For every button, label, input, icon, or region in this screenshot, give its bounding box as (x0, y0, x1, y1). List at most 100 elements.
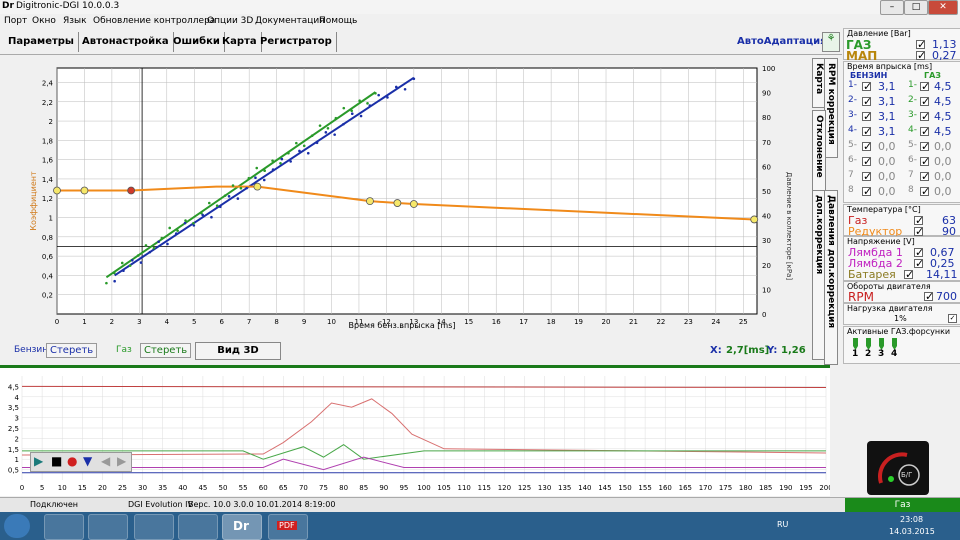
gas-injector-checkbox[interactable]: ✓ (920, 155, 931, 168)
rec-x-tick-label: 170 (699, 484, 712, 492)
curve-marker[interactable] (80, 186, 89, 195)
recorder-chart[interactable]: 0 5 10 15 20 25 30 35 40 45 50 55 60 65 70 75 80 85 90 95 10… (0, 365, 830, 496)
y2-tick-label: 80 (762, 114, 771, 122)
gas-injector-checkbox[interactable]: ✓ (920, 95, 931, 108)
rpm-label: RPM (848, 290, 874, 304)
battery-checkbox[interactable]: ✓ (904, 268, 915, 281)
next-icon[interactable]: ▶ (117, 454, 127, 468)
errors-button[interactable]: Ошибки (169, 32, 225, 52)
lambda2-checkbox[interactable]: ✓ (914, 257, 925, 270)
maximize-button[interactable]: □ (904, 0, 928, 15)
folder-taskbar-icon[interactable] (178, 514, 218, 540)
injector-row: 2- ✓ 3,1 2- ✓ 4,5 (844, 95, 958, 108)
rec-x-tick-label: 110 (458, 484, 471, 492)
injector-icon-number: 1 (852, 349, 859, 359)
benzin-injector-checkbox[interactable]: ✓ (862, 80, 873, 93)
scatter-point (218, 205, 222, 209)
menu-help[interactable]: Помощь (319, 16, 358, 26)
y-tick-label: 1,6 (42, 157, 54, 165)
temperature-group: Температура [°C] Газ ✓ 63 Редуктор ✓ 90 (843, 204, 960, 238)
start-button[interactable] (4, 514, 30, 538)
language-indicator[interactable]: RU (777, 520, 789, 529)
menu-language[interactable]: Язык (63, 16, 87, 26)
benzin-injector-checkbox[interactable]: ✓ (862, 185, 873, 198)
chrome-taskbar-icon[interactable] (88, 514, 128, 540)
menu-docs[interactable]: Документация (255, 16, 325, 26)
gas-injector-checkbox[interactable]: ✓ (920, 125, 931, 138)
pdf-taskbar-icon[interactable]: PDF (268, 514, 308, 540)
digitronic-taskbar-icon[interactable]: Dr (222, 514, 262, 540)
benzin-injector-checkbox[interactable]: ✓ (862, 110, 873, 123)
rec-x-tick-label: 105 (437, 484, 450, 492)
scatter-point (148, 250, 152, 254)
scatter-point (374, 91, 377, 95)
lambda2-label: Лямбда 2 (848, 257, 903, 270)
benzin-injector-checkbox[interactable]: ✓ (862, 170, 873, 183)
curve-marker[interactable] (393, 199, 402, 207)
stop-icon[interactable]: ■ (51, 454, 63, 468)
play-icon[interactable]: ▶ (34, 454, 44, 468)
auto-adapt-button[interactable]: АвтоАдаптация (737, 36, 827, 47)
benzin-injector-checkbox[interactable]: ✓ (862, 155, 873, 168)
gas-injector-checkbox[interactable]: ✓ (920, 80, 931, 93)
curve-marker[interactable] (127, 186, 136, 195)
fuel-switch-gauge[interactable]: Б/Г (867, 441, 929, 495)
curve-marker[interactable] (253, 182, 262, 191)
curve-marker[interactable] (409, 200, 418, 208)
x-tick-label: 24 (711, 318, 720, 326)
tab-pressure-correction[interactable]: Давления доп.коррекция (824, 190, 838, 365)
benzin-injector-checkbox[interactable]: ✓ (862, 95, 873, 108)
gas-injector-checkbox[interactable]: ✓ (920, 140, 931, 153)
series-line-1 (105, 91, 376, 279)
menu-options-3d[interactable]: Опции 3D (207, 16, 254, 26)
scatter-point (201, 213, 204, 217)
scatter-point (247, 176, 251, 180)
temp-gas-checkbox[interactable]: ✓ (914, 214, 925, 227)
rec-x-tick-label: 120 (498, 484, 511, 492)
record-icon[interactable]: ● (67, 454, 78, 468)
gas-injector-checkbox[interactable]: ✓ (920, 110, 931, 123)
pin-icon[interactable]: ⚘ (822, 32, 840, 52)
clear-benzin-button[interactable]: Стереть (46, 343, 98, 358)
map-button[interactable]: Карта (218, 32, 262, 52)
injection-title: Время впрыска [ms] (847, 62, 933, 71)
recorder-button[interactable]: Регистратор (256, 32, 337, 52)
rpm-checkbox[interactable]: ✓ (924, 290, 935, 303)
menu-window[interactable]: Окно (32, 16, 56, 26)
minimize-button[interactable]: – (880, 0, 904, 15)
rec-x-tick-label: 75 (319, 484, 328, 492)
menu-update[interactable]: Обновление контроллера (93, 16, 216, 26)
rec-x-tick-label: 30 (138, 484, 147, 492)
tab-deviation[interactable]: Отклонение (812, 110, 826, 195)
benzin-header: БЕНЗИН (850, 71, 888, 80)
gas-injector-checkbox[interactable]: ✓ (920, 185, 931, 198)
benzin-injector-checkbox[interactable]: ✓ (862, 125, 873, 138)
curve-marker[interactable] (750, 215, 759, 224)
benzin-injector-checkbox[interactable]: ✓ (862, 140, 873, 153)
save-taskbar-icon[interactable] (134, 514, 174, 540)
scatter-point (366, 102, 369, 105)
injection-group: Время впрыска [ms] БЕНЗИН ГАЗ 1- ✓ 3,1 1- ✓ 4… (843, 61, 960, 203)
curve-marker[interactable] (366, 197, 374, 206)
load-checkbox[interactable]: ✓ (948, 314, 957, 323)
close-button[interactable]: ✕ (928, 0, 958, 15)
gas-pressure-checkbox[interactable]: ✓ (916, 38, 927, 51)
benzin-injector-value: 0,0 (878, 170, 896, 183)
gas-injector-checkbox[interactable]: ✓ (920, 170, 931, 183)
injection-map-chart[interactable]: 0 1 2 3 4 5 6 7 8 9 10 11 12 13 14 15 16 17 18 19 20 21 22 23 24… (2, 56, 808, 332)
prev-icon[interactable]: ◀ (101, 454, 111, 468)
map-checkbox[interactable]: ✓ (916, 49, 927, 62)
menu-port[interactable]: Порт (4, 16, 28, 26)
y2-tick-label: 70 (762, 139, 771, 147)
curve-marker[interactable] (53, 186, 61, 195)
clear-gas-button[interactable]: Стереть (140, 343, 192, 358)
tab-rpm-correction[interactable]: RPM коррекция (824, 58, 838, 158)
x-tick-label: 13 (409, 318, 418, 326)
autotune-button[interactable]: Автонастройка (78, 32, 174, 52)
firefox-taskbar-icon[interactable] (44, 514, 84, 540)
view-3d-button[interactable]: Вид 3D (195, 342, 281, 360)
temp-reducer-checkbox[interactable]: ✓ (914, 225, 925, 238)
params-button[interactable]: Параметры (4, 32, 79, 52)
marker-icon[interactable]: ▼ (83, 454, 93, 468)
lambda1-checkbox[interactable]: ✓ (914, 246, 925, 259)
